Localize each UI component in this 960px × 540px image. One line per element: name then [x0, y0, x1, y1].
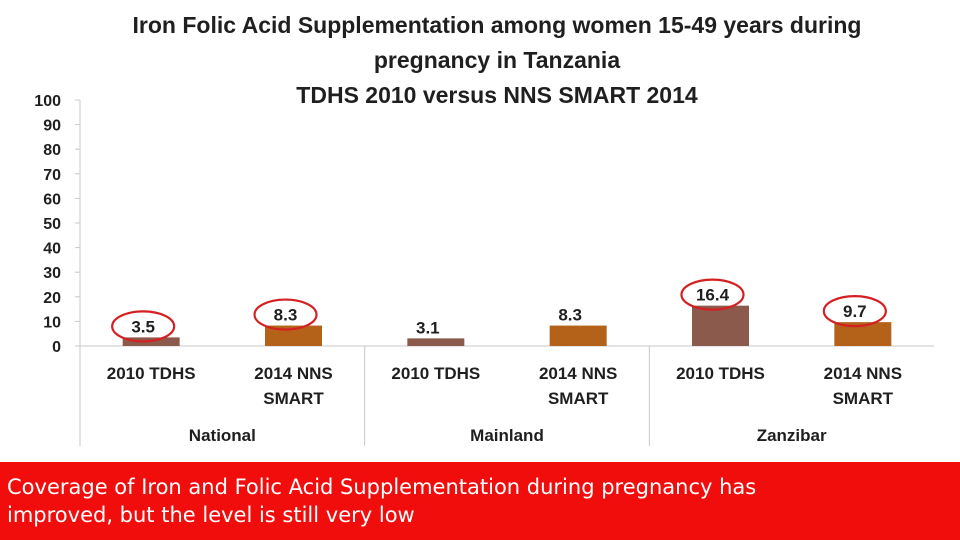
highlight-circle [253, 298, 318, 331]
footer-text-line-1: Coverage of Iron and Folic Acid Suppleme… [7, 475, 757, 499]
bar [407, 338, 465, 346]
bar [834, 322, 892, 346]
data-label: 9.7 [843, 302, 867, 321]
x-tick-label: SMART [833, 389, 894, 408]
group-label: Zanzibar [757, 426, 827, 445]
x-tick-label: 2010 TDHS [107, 364, 196, 383]
x-tick-label: 2014 NNS [254, 364, 332, 383]
highlight-circle [822, 295, 887, 328]
group-label: National [189, 426, 256, 445]
highlight-circle [680, 278, 745, 311]
y-tick-label: 90 [43, 118, 61, 135]
bar-chart: Iron Folic Acid Supplementation among wo… [34, 12, 934, 446]
x-tick-label: SMART [263, 389, 324, 408]
bar [549, 325, 607, 346]
y-tick-label: 80 [43, 142, 61, 159]
y-tick-label: 100 [34, 93, 61, 110]
x-tick-label: 2010 TDHS [676, 364, 765, 383]
data-label: 16.4 [696, 286, 730, 305]
chart-title-line-1: Iron Folic Acid Supplementation among wo… [132, 12, 862, 38]
group-label: Mainland [470, 426, 544, 445]
data-label: 3.1 [416, 318, 440, 337]
x-tick-label: 2014 NNS [539, 364, 617, 383]
x-tick-label: 2010 TDHS [391, 364, 480, 383]
y-tick-label: 20 [43, 290, 61, 307]
bar [265, 325, 322, 346]
y-tick-label: 30 [43, 265, 61, 282]
data-label: 8.3 [274, 306, 298, 325]
y-tick-label: 60 [43, 191, 61, 208]
y-tick-label: 0 [52, 339, 61, 356]
chart-title-line-2: pregnancy in Tanzania [373, 47, 621, 73]
y-tick-label: 70 [43, 167, 61, 184]
x-tick-label: 2014 NNS [824, 364, 902, 383]
data-label: 3.5 [131, 317, 155, 336]
data-label: 8.3 [558, 306, 582, 325]
footer-banner: Coverage of Iron and Folic Acid Suppleme… [0, 462, 960, 540]
chart-title-line-3: TDHS 2010 versus NNS SMART 2014 [296, 82, 698, 108]
bar [692, 305, 749, 346]
x-tick-label: SMART [548, 389, 609, 408]
highlight-circle [111, 310, 176, 343]
y-tick-label: 10 [43, 314, 61, 331]
y-tick-label: 40 [43, 241, 61, 258]
y-tick-label: 50 [43, 216, 61, 233]
footer-text-line-2: improved, but the level is still very lo… [7, 503, 415, 527]
